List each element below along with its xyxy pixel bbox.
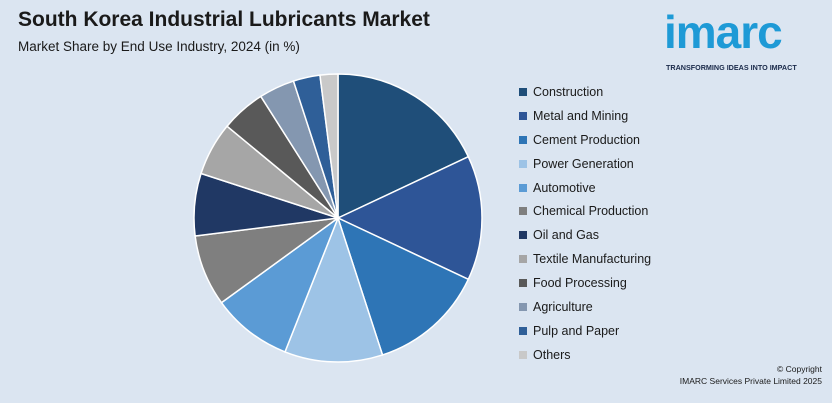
logo-wordmark: imarc <box>664 6 783 58</box>
legend-label: Construction <box>533 84 604 99</box>
legend-item: Textile Manufacturing <box>519 247 651 271</box>
pie-chart <box>193 73 483 363</box>
legend-item: Pulp and Paper <box>519 319 651 343</box>
legend-item: Agriculture <box>519 295 651 319</box>
legend-item: Cement Production <box>519 128 651 152</box>
legend-item: Construction <box>519 80 651 104</box>
legend-label: Automotive <box>533 180 596 195</box>
legend-label: Agriculture <box>533 299 593 314</box>
copyright-line: © Copyright <box>776 364 822 374</box>
legend-swatch <box>519 207 527 216</box>
legend-label: Others <box>533 347 571 362</box>
legend-swatch <box>519 135 527 144</box>
legend-label: Power Generation <box>533 156 634 171</box>
pie-slice-others <box>319 73 339 219</box>
pie-slice-cement-production <box>336 216 470 356</box>
legend-label: Food Processing <box>533 276 627 291</box>
legend-swatch <box>519 183 527 192</box>
chart-subtitle: Market Share by End Use Industry, 2024 (… <box>18 39 300 54</box>
chart-legend: Construction Metal and Mining Cement Produ… <box>519 80 651 367</box>
legend-label: Pulp and Paper <box>533 323 620 338</box>
legend-label: Cement Production <box>533 132 641 147</box>
imarc-logo: imarc TRANSFORMING IDEAS INTO IMPACT <box>664 2 824 74</box>
legend-swatch <box>519 326 527 335</box>
legend-label: Oil and Gas <box>533 228 600 243</box>
legend-item: Oil and Gas <box>519 223 651 247</box>
legend-item: Food Processing <box>519 271 651 295</box>
legend-swatch <box>519 159 527 168</box>
legend-label: Textile Manufacturing <box>533 252 652 267</box>
copyright-notice: © Copyright IMARC Services Private Limit… <box>680 363 822 387</box>
chart-title: South Korea Industrial Lubricants Market <box>18 8 430 31</box>
legend-swatch <box>519 111 527 120</box>
pie-slice-automotive <box>220 215 340 353</box>
legend-item: Power Generation <box>519 152 651 176</box>
pie-slice-metal-and-mining <box>336 155 483 281</box>
pie-slice-construction <box>337 73 470 220</box>
legend-item: Metal and Mining <box>519 104 651 128</box>
legend-item: Automotive <box>519 176 651 200</box>
legend-swatch <box>519 255 527 264</box>
legend-swatch <box>519 231 527 240</box>
legend-swatch <box>519 279 527 288</box>
pie-slice-power-generation <box>284 215 384 363</box>
legend-label: Metal and Mining <box>533 108 629 123</box>
legend-item: Chemical Production <box>519 199 651 223</box>
legend-item: Others <box>519 343 651 367</box>
legend-label: Chemical Production <box>533 204 649 219</box>
legend-swatch <box>519 87 527 96</box>
copyright-company: IMARC Services Private Limited 2025 <box>679 376 822 386</box>
legend-swatch <box>519 302 527 311</box>
legend-swatch <box>519 350 527 359</box>
logo-tagline: TRANSFORMING IDEAS INTO IMPACT <box>666 63 797 72</box>
